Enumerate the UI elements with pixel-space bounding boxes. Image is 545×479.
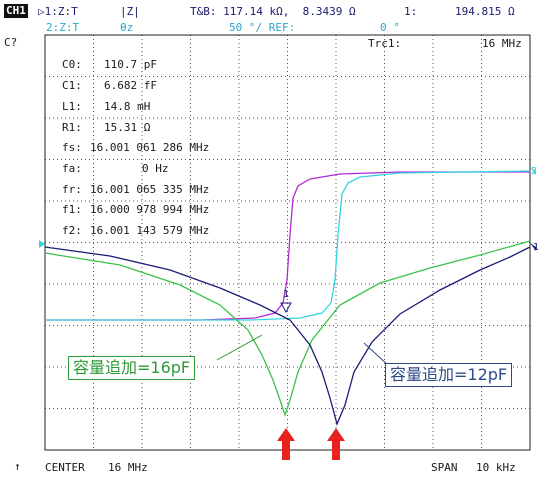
param-name: fr: [62, 183, 82, 196]
trace2-label[interactable]: 2:Z:T [46, 21, 80, 34]
param-row: fa: 0 Hz [62, 162, 169, 175]
trace2-param: θz [120, 21, 134, 34]
param-value: 16.001 065 335 MHz [90, 183, 210, 196]
down-triangle-icon [280, 302, 292, 314]
param-value: 15.31 Ω [104, 121, 151, 134]
param-row: fs: 16.001 061 286 MHz [62, 141, 209, 154]
param-name: f1: [62, 203, 82, 216]
param-value: 0 Hz [142, 162, 169, 175]
span-label: SPAN [431, 461, 458, 474]
up-arrow-icon [327, 428, 345, 460]
param-name: C1: [62, 79, 82, 92]
marker2-label: 2 [531, 166, 538, 177]
magenta-phase-trace [45, 171, 530, 321]
up-arrow-icon[interactable]: ↑ [14, 460, 21, 473]
param-name: fs: [62, 141, 82, 154]
param-row: f1: 16.000 978 994 MHz [62, 203, 209, 216]
param-row: fr: 16.001 065 335 MHz [62, 183, 209, 196]
param-row: L1: 14.8 mH [62, 100, 150, 113]
param-value: 16.001 061 286 MHz [90, 141, 210, 154]
trace-frequency: 16 MHz [482, 37, 522, 50]
right-annotation-leader [363, 342, 390, 367]
marker-index: 1: [404, 5, 418, 18]
param-value: 14.8 mH [104, 100, 151, 113]
left-reference-arrow-icon [39, 240, 45, 248]
param-name: C0: [62, 58, 82, 71]
span-value: 10 kHz [476, 461, 516, 474]
trace2-ref: 0 ° [380, 21, 400, 34]
center-label: CENTER [45, 461, 85, 474]
param-name: fa: [62, 162, 82, 175]
cyan-phase-trace [45, 170, 531, 321]
param-value: 110.7 pF [104, 58, 157, 71]
param-value: 16.001 143 579 MHz [90, 224, 210, 237]
trace-label: Trc1: [368, 37, 402, 50]
param-row: C1: 6.682 fF [62, 79, 157, 92]
up-arrow-icon [277, 428, 295, 460]
param-name: R1: [62, 121, 82, 134]
annotation-12pf: 容量追加=12pF [385, 363, 513, 387]
trace2-scale: 50 °/ REF: [229, 21, 296, 34]
green-impedance-trace [44, 240, 531, 418]
marker-readout: T&B: 117.14 kΩ, 8.3439 Ω [190, 5, 356, 18]
annotation-16pf: 容量追加=16pF [68, 356, 196, 380]
param-value: 6.682 fF [104, 79, 157, 92]
param-row: f2: 16.001 143 579 MHz [62, 224, 209, 237]
param-name: L1: [62, 100, 82, 113]
param-row: C0: 110.7 pF [62, 58, 157, 71]
center-value: 16 MHz [108, 461, 148, 474]
left-annotation-leader [216, 334, 263, 361]
marker-index-label: 1 [533, 242, 540, 253]
side-label: C? [4, 36, 18, 49]
param-value: 16.000 978 994 MHz [90, 203, 210, 216]
trace1-label[interactable]: ▷1:Z:T [38, 5, 78, 18]
param-row: R1: 15.31 Ω [62, 121, 150, 134]
param-name: f2: [62, 224, 82, 237]
right-reference-arrow-icon [530, 243, 536, 251]
blue-impedance-trace [44, 246, 531, 426]
plot-grid [45, 35, 530, 450]
right-reference-cyan-icon [530, 167, 536, 175]
channel-badge[interactable]: CH1 [4, 4, 28, 18]
marker1-label: 1 [283, 289, 290, 300]
marker-value: 194.815 Ω [455, 5, 515, 18]
trace1-param: |Z| [120, 5, 140, 18]
